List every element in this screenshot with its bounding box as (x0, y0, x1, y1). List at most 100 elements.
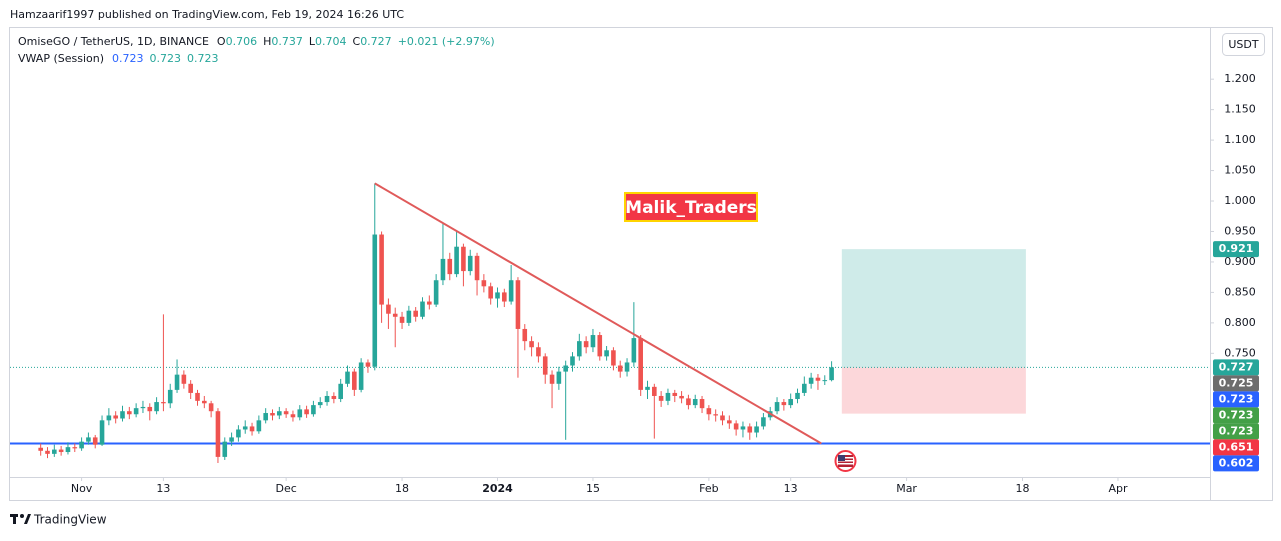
candle-body (467, 255, 473, 272)
y-tick-label: 1.150 (1224, 103, 1256, 116)
currency-button[interactable] (1222, 33, 1265, 56)
candle-body (822, 380, 828, 382)
candle-body (133, 408, 139, 415)
y-tick-label: 0.900 (1224, 255, 1256, 268)
candle-body (808, 377, 814, 384)
candle-body (413, 310, 418, 317)
candle-body (761, 417, 766, 427)
candle-body (127, 411, 132, 415)
candle-body (658, 395, 664, 401)
indicator-value: 0.723 (112, 52, 144, 65)
candle-body (331, 395, 337, 400)
candle-body (372, 234, 378, 367)
x-tick-label: Dec (275, 482, 296, 495)
candle-body (706, 408, 712, 415)
price-label: 0.651 (1219, 440, 1254, 453)
y-tick-label: 1.200 (1224, 72, 1256, 85)
candle-body (549, 374, 555, 384)
ohlc-key: C (353, 35, 361, 48)
candle-body (297, 409, 303, 418)
ohlc-value: 0.704 (315, 35, 347, 48)
candle-body (433, 280, 439, 305)
price-label-bg (1213, 423, 1259, 440)
candle-body (631, 338, 637, 363)
candle-body (802, 383, 807, 393)
x-tick-label: Mar (896, 482, 917, 495)
candle-body (652, 386, 657, 396)
y-tick-label: 0.850 (1224, 285, 1256, 298)
candle-body (617, 365, 623, 372)
candle-body (679, 395, 684, 399)
candle-body (120, 411, 125, 419)
candle-body (563, 365, 568, 372)
candle-body (420, 301, 425, 317)
y-tick-label: 1.000 (1224, 194, 1256, 207)
candle-body (92, 437, 98, 445)
currency[interactable]: USDT (1228, 38, 1259, 51)
ohlc-value: 0.727 (360, 35, 392, 48)
footer: TradingView (33, 513, 107, 527)
candle-body (406, 310, 412, 323)
price-label-bg (1213, 375, 1259, 392)
candle-body (672, 392, 678, 396)
candle-body (358, 362, 364, 390)
candle-body (106, 415, 112, 421)
price-label-bg (1213, 391, 1259, 408)
candle-body (277, 411, 282, 416)
candle-body (79, 441, 84, 449)
ohlc-value: 0.737 (271, 35, 303, 48)
candle-body (283, 411, 289, 415)
candle-body (242, 426, 248, 430)
x-tick-label: 18 (1016, 482, 1030, 495)
candle-body (222, 441, 228, 457)
candle-body (392, 313, 398, 317)
watermark-box (624, 192, 758, 222)
candle-body (781, 402, 787, 406)
candle-body (754, 426, 759, 433)
candle-body (536, 347, 541, 357)
candle-body (727, 420, 732, 424)
candle-body (447, 258, 453, 275)
candle-body (290, 414, 296, 418)
candle-body (481, 280, 487, 287)
candle-body (604, 350, 609, 357)
candle-body (161, 402, 166, 404)
tv-logo (10, 514, 31, 524)
candle-body (304, 409, 309, 415)
price-label: 0.723 (1219, 408, 1254, 421)
candle-body (829, 367, 834, 381)
candle-body (338, 383, 343, 400)
candle-body (665, 392, 671, 401)
candle-body (624, 362, 630, 372)
candle-body (577, 341, 582, 357)
candle-body (611, 350, 616, 366)
candle-body (508, 280, 514, 302)
candle-body (38, 447, 43, 451)
price-label: 0.725 (1219, 376, 1254, 389)
flag-icon (834, 450, 857, 472)
ohlc-value: 0.706 (226, 35, 258, 48)
candle-body (167, 389, 173, 404)
candle-body (365, 362, 371, 367)
candle-body (229, 437, 234, 442)
candle-body (386, 304, 391, 314)
candle-body (645, 386, 650, 390)
candle-body (774, 402, 780, 412)
price-label: 0.723 (1219, 392, 1254, 405)
candle-body (236, 429, 241, 438)
x-tick-label: 13 (784, 482, 798, 495)
y-tick-label: 1.050 (1224, 164, 1256, 177)
candle-body (815, 377, 821, 381)
candle-body (154, 402, 159, 412)
candle-body (522, 328, 528, 342)
candle-body (556, 371, 562, 384)
candle-body (45, 450, 50, 454)
ohlc-key: O (217, 35, 226, 48)
x-tick-label: 15 (586, 482, 600, 495)
candle-body (788, 399, 793, 406)
candle-body (345, 371, 350, 384)
indicator: VWAP (Session) (18, 52, 104, 65)
